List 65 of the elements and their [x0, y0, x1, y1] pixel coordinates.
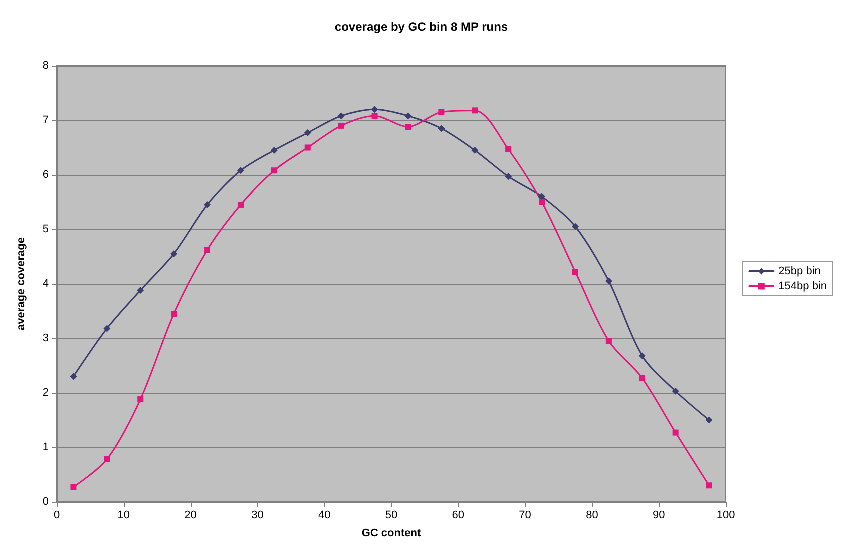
- x-tick-label: 70: [519, 510, 532, 522]
- y-tick-label: 0: [42, 496, 49, 508]
- point: [70, 484, 77, 490]
- point: [104, 325, 111, 332]
- point: [371, 106, 378, 114]
- point: [70, 373, 78, 380]
- y-tick-label: 6: [42, 169, 49, 181]
- point: [204, 201, 212, 208]
- point: [237, 167, 244, 174]
- point: [572, 269, 578, 276]
- x-tick-label: 50: [385, 510, 398, 522]
- point: [706, 482, 712, 489]
- point: [138, 396, 144, 403]
- point: [204, 247, 211, 254]
- x-tick-label: 0: [54, 510, 60, 522]
- point: [506, 146, 512, 152]
- point: [438, 125, 446, 132]
- point: [672, 388, 680, 395]
- point: [338, 112, 345, 120]
- y-tick-label: 7: [42, 114, 49, 126]
- point: [372, 113, 378, 120]
- point: [104, 456, 110, 462]
- x-tick-label: 20: [184, 510, 197, 522]
- point: [638, 352, 646, 360]
- point: [472, 108, 478, 114]
- x-tick-label: 80: [586, 510, 598, 522]
- y-tick-label: 2: [42, 387, 49, 399]
- point: [271, 168, 278, 174]
- point: [338, 122, 344, 129]
- point: [539, 199, 546, 206]
- x-tick-label: 100: [716, 510, 736, 522]
- x-tick-label: 10: [118, 510, 130, 522]
- x-tick-label: 30: [252, 510, 264, 522]
- point: [672, 430, 679, 436]
- point: [304, 144, 311, 151]
- x-axis-title: GC content: [362, 528, 422, 540]
- y-tick-label: 1: [42, 442, 49, 454]
- point: [706, 416, 713, 424]
- y-tick-label: 3: [42, 332, 49, 344]
- x-tick-label: 40: [318, 510, 331, 522]
- y-axis-title: average coverage: [16, 238, 28, 330]
- point: [238, 202, 244, 208]
- x-tick-label: 60: [452, 510, 465, 522]
- legend-label: 25bp bin: [778, 266, 821, 278]
- point: [137, 287, 144, 294]
- y-tick-label: 5: [42, 224, 49, 236]
- point: [639, 375, 646, 382]
- point: [505, 173, 512, 180]
- point: [572, 223, 579, 230]
- point: [171, 310, 178, 317]
- legend-label: 154bp bin: [778, 280, 828, 292]
- y-tick-label: 8: [42, 60, 49, 72]
- point: [606, 338, 612, 344]
- point: [304, 130, 312, 137]
- point: [438, 109, 445, 116]
- x-tick-label: 90: [652, 510, 666, 522]
- chart-title: coverage by GC bin 8 MP runs: [334, 20, 508, 34]
- point: [405, 124, 412, 130]
- point: [538, 193, 546, 200]
- point: [472, 146, 479, 154]
- point: [404, 112, 412, 120]
- point: [270, 146, 278, 154]
- y-tick-label: 4: [42, 278, 49, 290]
- point: [170, 250, 178, 258]
- point: [605, 278, 612, 285]
